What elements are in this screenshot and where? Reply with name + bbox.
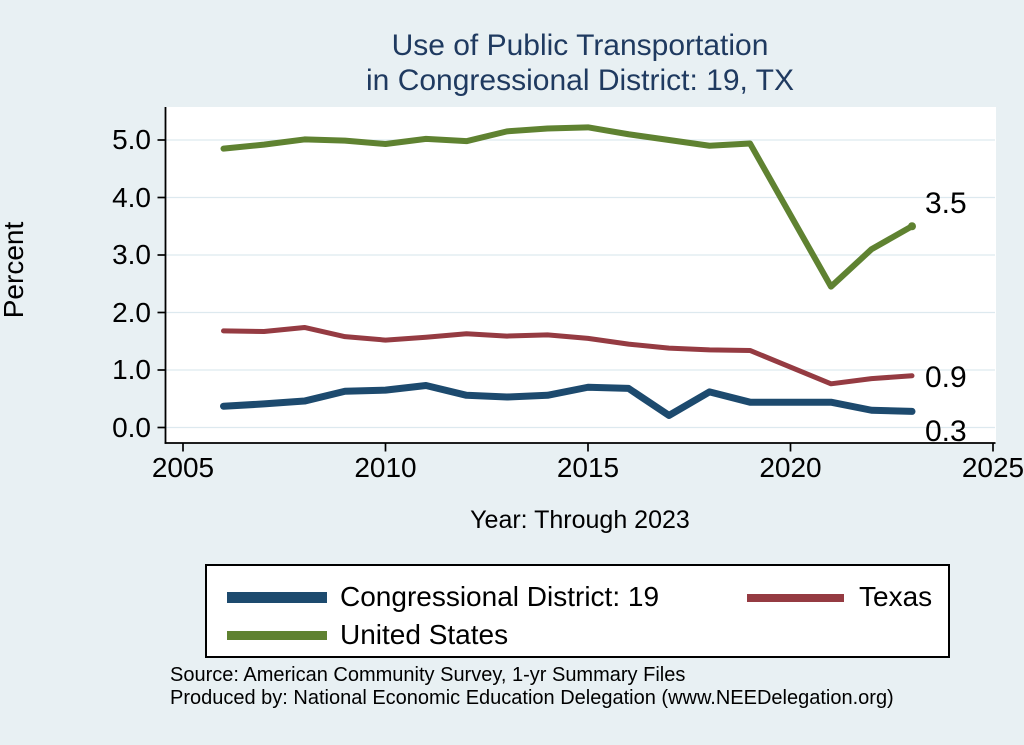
x-tick-label-4: 2025 bbox=[961, 452, 1024, 483]
produced-by-line: Produced by: National Economic Education… bbox=[170, 687, 894, 709]
gridlines bbox=[166, 139, 995, 429]
series-line-0 bbox=[220, 382, 916, 419]
legend-label-district: Congressional District: 19 bbox=[340, 581, 660, 612]
x-tick-label-1: 2010 bbox=[354, 452, 417, 483]
x-tick-label-2: 2015 bbox=[556, 452, 620, 483]
axes bbox=[157, 107, 996, 452]
series-lines bbox=[220, 124, 916, 419]
y-tick-label-0: 0.0 bbox=[112, 411, 151, 443]
chart-title-line1: Use of Public Transportation bbox=[391, 29, 769, 62]
y-axis-label: Percent bbox=[0, 221, 29, 319]
source-line: Source: American Community Survey, 1-yr … bbox=[170, 664, 686, 686]
series-line-2 bbox=[220, 124, 915, 290]
y-tick-label-3: 3.0 bbox=[112, 239, 151, 270]
y-tick-label-5: 5.0 bbox=[112, 124, 151, 155]
legend-swatch-texas bbox=[747, 594, 844, 602]
series-end-marker-2 bbox=[908, 222, 916, 231]
y-tick-label-4: 4.0 bbox=[112, 181, 151, 213]
x-tick-label-3: 2020 bbox=[759, 452, 822, 483]
legend-swatch-us bbox=[227, 631, 327, 640]
chart-title-line2: in Congressional District: 19, TX bbox=[366, 64, 794, 97]
source-notes: Source: American Community Survey, 1-yr … bbox=[170, 664, 894, 710]
y-tick-label-1: 1.0 bbox=[112, 354, 151, 385]
x-axis-label: Year: Through 2023 bbox=[470, 506, 690, 534]
y-tick-label-2: 2.0 bbox=[112, 296, 151, 328]
end-value-label-us: 3.5 bbox=[925, 187, 967, 221]
legend-label-texas: Texas bbox=[859, 581, 933, 612]
legend: Congressional District: 19 Texas United … bbox=[205, 564, 950, 658]
chart-title: Use of Public Transportation in Congress… bbox=[165, 28, 995, 98]
plot-area bbox=[165, 107, 996, 443]
x-tick-label-0: 2005 bbox=[151, 452, 215, 483]
end-value-label-district: 0.3 bbox=[925, 415, 967, 449]
legend-swatch-district bbox=[227, 592, 327, 603]
end-value-label-texas: 0.9 bbox=[925, 360, 967, 394]
legend-label-us: United States bbox=[340, 619, 509, 650]
series-line-1 bbox=[221, 324, 915, 387]
